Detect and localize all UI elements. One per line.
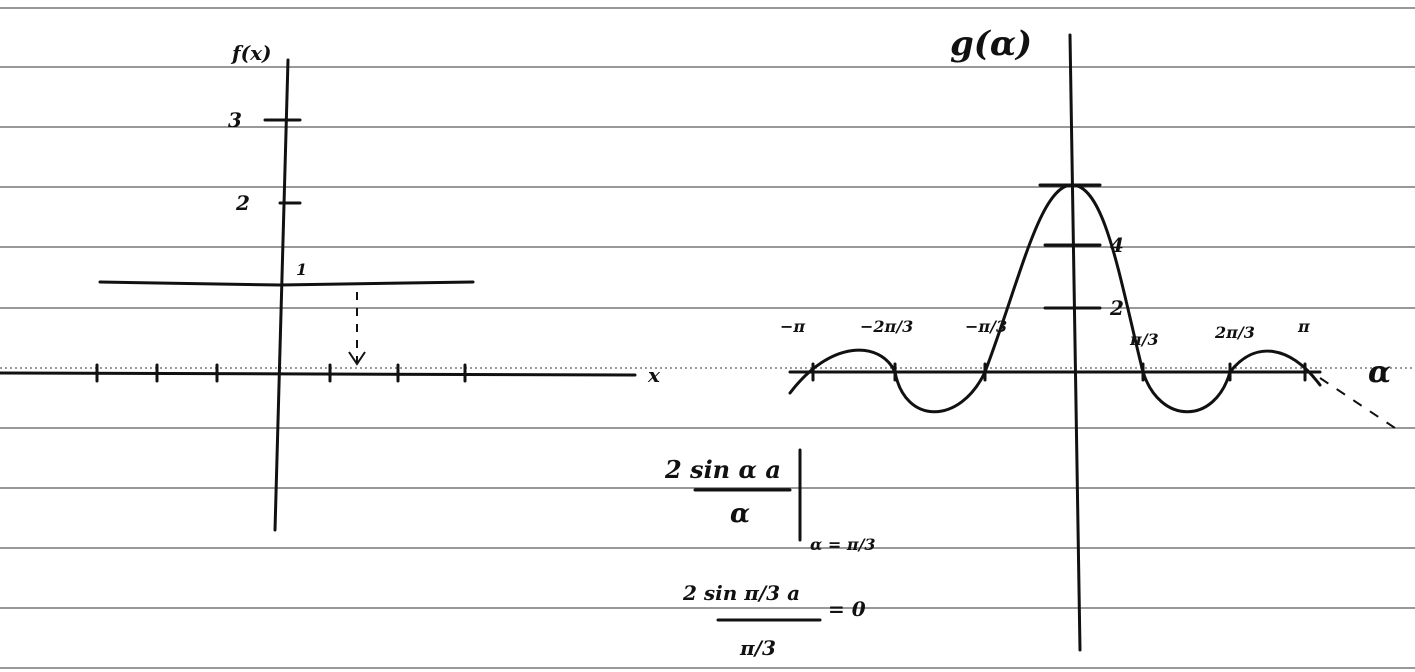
denominator: π/3 [739,636,776,660]
tick-label: −π/3 [965,317,1007,336]
tick-label: 2π/3 [1214,323,1255,342]
right-graph: g(α) 4 2 −π −2π/3 −π/3 π/3 2π/3 π α [780,24,1395,650]
tick-label: −2π/3 [860,317,913,336]
tick-label: π/3 [1129,330,1159,349]
x-label: x [647,363,661,387]
sinc-curve [790,185,1320,412]
function-line [100,282,473,285]
numerator: 2 sin π/3 a [682,581,800,605]
ruled-lines [0,8,1415,668]
denominator: α [730,499,750,529]
numerator: 2 sin α a [664,455,781,484]
notebook-page: f(x) 3 2 1 x g(α) 4 2 −π −2π/3 −π/3 π/3 … [0,0,1415,672]
tick-label: 2 [1109,296,1124,320]
x-label: α [1368,355,1391,390]
x-axis [0,373,635,375]
formulas: 2 sin α a α α = π/3 2 sin π/3 a π/3 = 0 [664,450,876,660]
left-graph: f(x) 3 2 1 x [0,41,661,530]
tick-label: −π [780,317,805,336]
y-axis [275,60,288,530]
tick-label: 4 [1110,233,1124,257]
result: = 0 [828,597,866,621]
condition: α = π/3 [810,535,876,554]
y-label: g(α) [950,24,1032,64]
y-label: f(x) [230,41,271,65]
tick-label: 2 [235,191,250,215]
tick-label: 3 [228,108,242,132]
tick-label: π [1297,317,1310,336]
tick-label: 1 [296,260,307,279]
